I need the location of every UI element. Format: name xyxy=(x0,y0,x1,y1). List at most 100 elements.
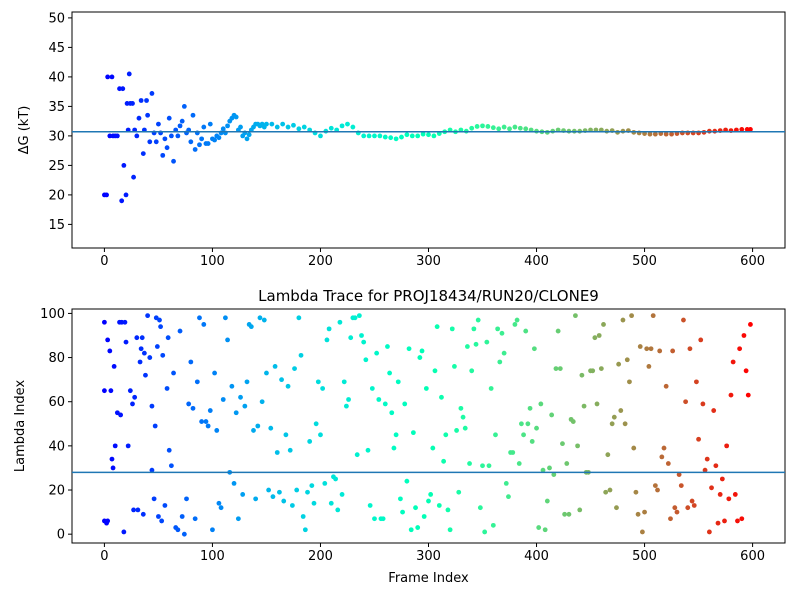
data-point xyxy=(302,527,308,533)
data-point xyxy=(212,137,218,143)
data-point xyxy=(255,423,261,429)
data-point xyxy=(534,425,539,431)
data-point xyxy=(348,335,354,341)
data-point xyxy=(618,408,624,413)
data-point xyxy=(149,91,155,96)
data-point xyxy=(130,401,135,407)
data-point xyxy=(421,514,427,519)
data-point xyxy=(704,456,710,462)
data-point xyxy=(391,445,397,451)
data-point xyxy=(683,399,689,405)
plot-frame xyxy=(71,11,786,249)
data-point xyxy=(313,421,319,427)
data-point xyxy=(484,339,490,345)
data-point xyxy=(194,379,200,385)
data-point xyxy=(496,126,502,132)
data-point xyxy=(238,394,243,400)
data-point xyxy=(685,505,691,511)
data-point xyxy=(406,346,412,352)
data-point xyxy=(415,525,421,530)
data-point xyxy=(592,335,598,341)
data-point xyxy=(637,344,643,349)
data-point xyxy=(471,326,477,332)
data-point xyxy=(366,133,372,139)
data-point xyxy=(689,498,695,504)
data-point xyxy=(624,357,630,363)
data-point xyxy=(648,346,654,352)
data-point xyxy=(542,527,548,533)
data-point xyxy=(430,445,436,451)
data-point xyxy=(426,498,431,504)
data-point xyxy=(374,350,380,356)
data-point xyxy=(335,507,341,513)
x-tick-label: 0 xyxy=(100,254,108,269)
data-point xyxy=(287,447,293,453)
data-point xyxy=(147,355,153,360)
data-point xyxy=(517,125,523,131)
data-point xyxy=(160,152,166,158)
y-tick-label: 25 xyxy=(48,159,65,174)
data-point xyxy=(140,511,146,517)
data-point xyxy=(339,123,345,129)
data-point xyxy=(607,487,613,493)
data-point xyxy=(126,71,132,77)
data-point xyxy=(521,432,526,438)
data-point xyxy=(157,317,162,323)
data-point xyxy=(257,315,263,321)
data-point xyxy=(590,368,596,374)
data-point xyxy=(114,133,120,139)
delta-g-panel: 0 100 200 300 400 500 600 15 20 25 30 35 40 45 50 ΔG (k… xyxy=(17,11,786,269)
data-point xyxy=(441,458,447,464)
data-point xyxy=(698,337,704,343)
data-point xyxy=(143,372,148,378)
data-point xyxy=(547,465,552,471)
data-point xyxy=(387,370,393,376)
data-point xyxy=(739,127,745,132)
data-point xyxy=(575,443,580,449)
data-point xyxy=(445,507,451,513)
data-point xyxy=(614,505,619,511)
data-point xyxy=(669,131,674,137)
data-point xyxy=(296,126,302,132)
data-point xyxy=(657,348,663,354)
data-point xyxy=(136,115,142,121)
data-point xyxy=(389,410,395,416)
data-point xyxy=(109,74,115,80)
data-point xyxy=(400,509,405,515)
data-point xyxy=(369,386,375,391)
data-point xyxy=(594,401,600,407)
data-point xyxy=(130,101,135,106)
data-point xyxy=(447,527,453,533)
data-point xyxy=(739,516,745,522)
data-point xyxy=(469,125,475,131)
data-point xyxy=(655,487,660,493)
data-point xyxy=(225,337,230,343)
data-point xyxy=(507,126,512,132)
data-point xyxy=(259,399,265,405)
data-point xyxy=(244,379,250,385)
data-point xyxy=(475,317,481,323)
data-point xyxy=(264,370,269,376)
data-point xyxy=(175,527,181,533)
data-point xyxy=(216,500,222,506)
data-point xyxy=(432,368,438,374)
data-point xyxy=(514,317,520,323)
data-point xyxy=(711,408,717,413)
data-point xyxy=(523,126,529,132)
data-point xyxy=(177,328,183,334)
data-point xyxy=(719,476,725,482)
data-point xyxy=(108,388,114,394)
data-point xyxy=(268,425,274,431)
data-point xyxy=(456,489,462,495)
data-point xyxy=(235,516,241,522)
x-tick-label: 600 xyxy=(740,549,765,564)
data-point xyxy=(428,492,434,497)
data-point xyxy=(218,505,224,511)
y-axis-label: ΔG (kT) xyxy=(17,106,32,155)
data-point xyxy=(181,104,187,109)
data-point xyxy=(233,410,239,416)
data-point xyxy=(144,98,149,103)
data-point xyxy=(253,496,259,502)
data-point xyxy=(555,328,561,334)
data-point xyxy=(272,363,278,369)
